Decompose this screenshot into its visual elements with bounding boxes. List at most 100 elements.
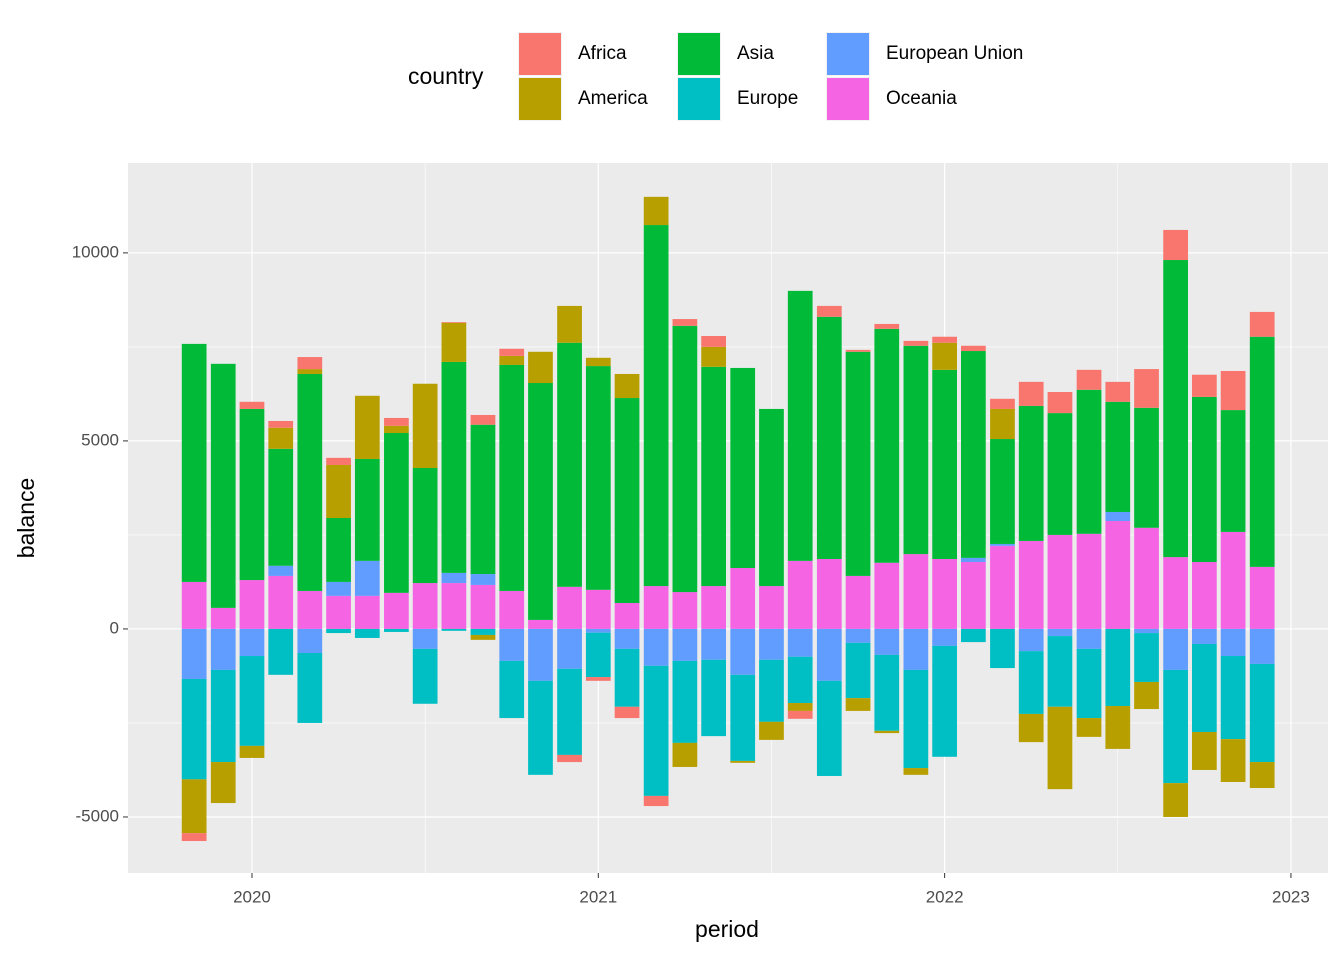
bar-segment	[239, 401, 265, 409]
bar-segment	[874, 654, 900, 731]
bar-segment	[585, 357, 611, 367]
bar-segment	[384, 417, 409, 426]
bar-segment	[787, 703, 813, 711]
bar-segment	[268, 427, 294, 449]
bar-segment	[845, 642, 871, 699]
bar-segment	[239, 580, 265, 629]
bar-segment	[1076, 533, 1102, 629]
bar-segment	[961, 345, 986, 352]
legend-label: European Union	[886, 43, 1023, 64]
bar-segment	[297, 590, 323, 629]
bar-segment	[499, 355, 525, 365]
bar-segment	[1249, 762, 1275, 789]
bar-segment	[412, 583, 438, 629]
bar-segment	[557, 754, 582, 763]
bar-segment	[210, 669, 236, 763]
bar-segment	[1220, 531, 1246, 629]
y-tick-label: 0	[110, 618, 119, 637]
bar-segment	[961, 557, 986, 562]
x-tick-label: 2022	[926, 887, 964, 906]
bar-segment	[354, 560, 380, 596]
bar-segment	[1134, 681, 1159, 710]
bar-segment	[470, 628, 496, 635]
bar-segment	[181, 833, 207, 842]
bar-segment	[1249, 628, 1275, 664]
bar-segment	[614, 648, 640, 707]
bar-segment	[903, 345, 929, 555]
bar-segment	[1105, 381, 1131, 402]
bar-segment	[239, 656, 265, 746]
bar-segment	[1192, 628, 1217, 644]
bar-segment	[384, 592, 409, 629]
bar-segment	[759, 659, 784, 722]
bar-segment	[412, 648, 438, 704]
bar-segment	[1192, 396, 1217, 562]
bar-segment	[499, 348, 525, 356]
y-axis-title: balance	[13, 478, 39, 559]
bar-segment	[528, 628, 553, 681]
bar-segment	[932, 336, 957, 343]
bar-segment	[614, 706, 640, 719]
bar-segment	[1076, 628, 1102, 649]
y-tick-label: -5000	[76, 806, 119, 825]
bar-segment	[1220, 410, 1246, 532]
bar-segment	[816, 628, 842, 681]
legend-key	[827, 33, 869, 75]
bar-segment	[614, 628, 640, 649]
bar-segment	[874, 328, 900, 563]
bar-segment	[1134, 369, 1159, 408]
bar-segment	[1105, 706, 1131, 749]
bar-segment	[441, 322, 467, 362]
bar-segment	[672, 628, 698, 661]
bar-segment	[1249, 311, 1275, 337]
bar-segment	[354, 628, 380, 638]
bar-segment	[1163, 628, 1188, 670]
bar-segment	[499, 628, 525, 661]
bar-segment	[441, 322, 467, 323]
bar-segment	[990, 408, 1015, 440]
bar-segment	[557, 305, 582, 343]
legend-key	[678, 78, 720, 120]
bar-segment	[354, 595, 380, 629]
bar-segment	[499, 590, 525, 629]
bar-segment	[643, 586, 669, 629]
bar-segment	[1076, 718, 1102, 737]
x-tick-label: 2023	[1272, 887, 1310, 906]
bar-segment	[816, 558, 842, 629]
bar-segment	[441, 572, 467, 584]
bar-segment	[441, 361, 467, 573]
bar-segment	[1249, 663, 1275, 763]
bar-segment	[354, 458, 380, 561]
bar-segment	[845, 698, 871, 711]
bar-segment	[1018, 381, 1044, 406]
bar-segment	[990, 545, 1015, 629]
bar-segment	[787, 656, 813, 704]
bar-segment	[499, 364, 525, 591]
bar-segment	[1163, 229, 1188, 261]
bar-segment	[1047, 628, 1073, 637]
bar-segment	[701, 346, 726, 367]
bar-segment	[614, 602, 640, 629]
bar-segment	[1163, 557, 1188, 629]
bar-segment	[1192, 731, 1217, 770]
bar-segment	[1249, 336, 1275, 567]
bar-segment	[961, 351, 986, 558]
bar-segment	[932, 645, 957, 757]
bar-segment	[701, 335, 726, 347]
bar-segment	[326, 595, 351, 629]
bar-segment	[672, 319, 698, 326]
bar-segment	[1163, 669, 1188, 784]
bar-segment	[326, 581, 351, 596]
y-tick-label: 5000	[81, 430, 119, 449]
bar-segment	[672, 325, 698, 593]
bar-segment	[1134, 633, 1159, 682]
bar-segment	[1047, 413, 1073, 535]
bar-segment	[845, 349, 871, 352]
bar-segment	[903, 768, 929, 775]
bar-segment	[268, 448, 294, 566]
legend-label: Oceania	[886, 88, 957, 109]
bar-segment	[932, 342, 957, 370]
bar-segment	[585, 677, 611, 681]
legend-label: Europe	[737, 88, 798, 109]
